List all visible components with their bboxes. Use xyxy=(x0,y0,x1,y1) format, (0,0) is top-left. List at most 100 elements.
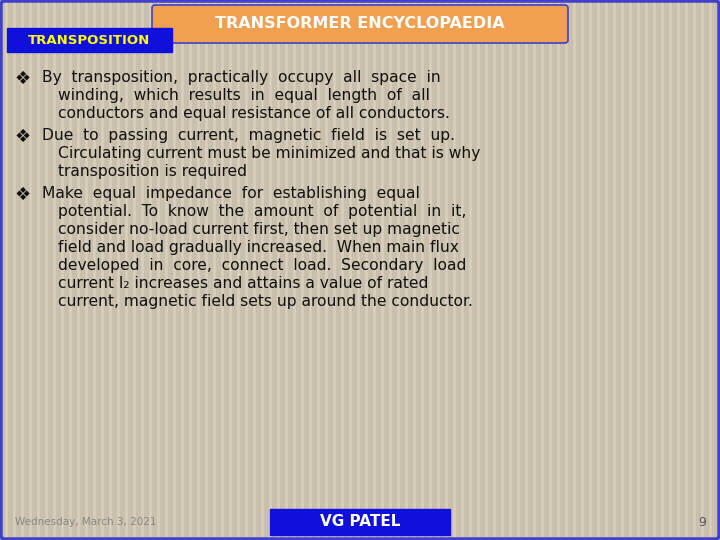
Bar xyxy=(376,0,380,540)
FancyBboxPatch shape xyxy=(152,5,568,43)
Bar xyxy=(160,0,164,540)
Text: VG PATEL: VG PATEL xyxy=(320,515,400,530)
Text: conductors and equal resistance of all conductors.: conductors and equal resistance of all c… xyxy=(58,106,450,121)
Bar xyxy=(24,0,28,540)
Text: developed  in  core,  connect  load.  Secondary  load: developed in core, connect load. Seconda… xyxy=(58,258,467,273)
Bar xyxy=(448,0,452,540)
Bar xyxy=(216,0,220,540)
Bar xyxy=(608,0,612,540)
Bar xyxy=(320,0,324,540)
Text: consider no-load current first, then set up magnetic: consider no-load current first, then set… xyxy=(58,222,460,237)
Text: TRANSFORMER ENCYCLOPAEDIA: TRANSFORMER ENCYCLOPAEDIA xyxy=(215,17,505,31)
Bar xyxy=(128,0,132,540)
Bar xyxy=(584,0,588,540)
Bar xyxy=(112,0,116,540)
Bar xyxy=(496,0,500,540)
Bar xyxy=(280,0,284,540)
Text: By  transposition,  practically  occupy  all  space  in: By transposition, practically occupy all… xyxy=(42,70,441,85)
Bar xyxy=(664,0,668,540)
Text: field and load gradually increased.  When main flux: field and load gradually increased. When… xyxy=(58,240,459,255)
Bar xyxy=(624,0,628,540)
Bar xyxy=(680,0,684,540)
Bar xyxy=(712,0,716,540)
Bar xyxy=(528,0,532,540)
Bar xyxy=(32,0,36,540)
Bar xyxy=(648,0,652,540)
Bar xyxy=(640,0,644,540)
Text: 9: 9 xyxy=(698,516,706,529)
Text: TRANSPOSITION: TRANSPOSITION xyxy=(28,33,150,46)
Bar xyxy=(240,0,244,540)
Bar xyxy=(152,0,156,540)
Bar xyxy=(48,0,52,540)
Bar xyxy=(272,0,276,540)
Bar xyxy=(568,0,572,540)
Bar xyxy=(120,0,124,540)
Bar xyxy=(656,0,660,540)
Bar xyxy=(104,0,108,540)
Bar xyxy=(696,0,700,540)
Bar xyxy=(560,0,564,540)
Bar xyxy=(296,0,300,540)
Bar xyxy=(480,0,484,540)
Text: winding,  which  results  in  equal  length  of  all: winding, which results in equal length o… xyxy=(58,88,430,103)
Bar xyxy=(600,0,604,540)
Bar xyxy=(544,0,548,540)
Bar xyxy=(464,0,468,540)
Text: ❖: ❖ xyxy=(15,186,31,204)
Bar xyxy=(80,0,84,540)
Bar xyxy=(264,0,268,540)
Bar xyxy=(592,0,596,540)
Bar xyxy=(136,0,140,540)
Bar xyxy=(288,0,292,540)
Bar xyxy=(456,0,460,540)
Bar xyxy=(336,0,340,540)
Bar xyxy=(632,0,636,540)
Bar xyxy=(672,0,676,540)
Bar xyxy=(270,509,450,535)
Bar xyxy=(96,0,100,540)
Bar xyxy=(512,0,516,540)
Text: current, magnetic field sets up around the conductor.: current, magnetic field sets up around t… xyxy=(58,294,473,309)
Bar xyxy=(576,0,580,540)
Bar xyxy=(88,0,92,540)
Bar xyxy=(0,0,4,540)
Text: current I₂ increases and attains a value of rated: current I₂ increases and attains a value… xyxy=(58,276,428,291)
Bar xyxy=(208,0,212,540)
Bar xyxy=(616,0,620,540)
Text: Make  equal  impedance  for  establishing  equal: Make equal impedance for establishing eq… xyxy=(42,186,420,201)
Bar xyxy=(352,0,356,540)
Bar xyxy=(416,0,420,540)
Bar xyxy=(328,0,332,540)
Bar xyxy=(256,0,260,540)
Bar xyxy=(40,0,44,540)
Bar xyxy=(56,0,60,540)
Bar xyxy=(224,0,228,540)
Bar xyxy=(384,0,388,540)
Bar xyxy=(232,0,236,540)
Bar xyxy=(64,0,68,540)
Bar xyxy=(344,0,348,540)
Bar xyxy=(200,0,204,540)
Text: transposition is required: transposition is required xyxy=(58,164,247,179)
Bar xyxy=(72,0,76,540)
Bar xyxy=(184,0,188,540)
Bar xyxy=(144,0,148,540)
Bar xyxy=(192,0,196,540)
Bar xyxy=(16,0,20,540)
Text: Wednesday, March 3, 2021: Wednesday, March 3, 2021 xyxy=(15,517,156,527)
Bar xyxy=(472,0,476,540)
Bar xyxy=(8,0,12,540)
Bar xyxy=(704,0,708,540)
Bar xyxy=(312,0,316,540)
Bar xyxy=(400,0,404,540)
Text: Circulating current must be minimized and that is why: Circulating current must be minimized an… xyxy=(58,146,480,161)
Bar xyxy=(360,0,364,540)
Bar xyxy=(520,0,524,540)
Bar xyxy=(424,0,428,540)
Text: potential.  To  know  the  amount  of  potential  in  it,: potential. To know the amount of potenti… xyxy=(58,204,467,219)
Bar xyxy=(392,0,396,540)
Text: ❖: ❖ xyxy=(15,128,31,146)
Bar xyxy=(688,0,692,540)
Bar xyxy=(432,0,436,540)
